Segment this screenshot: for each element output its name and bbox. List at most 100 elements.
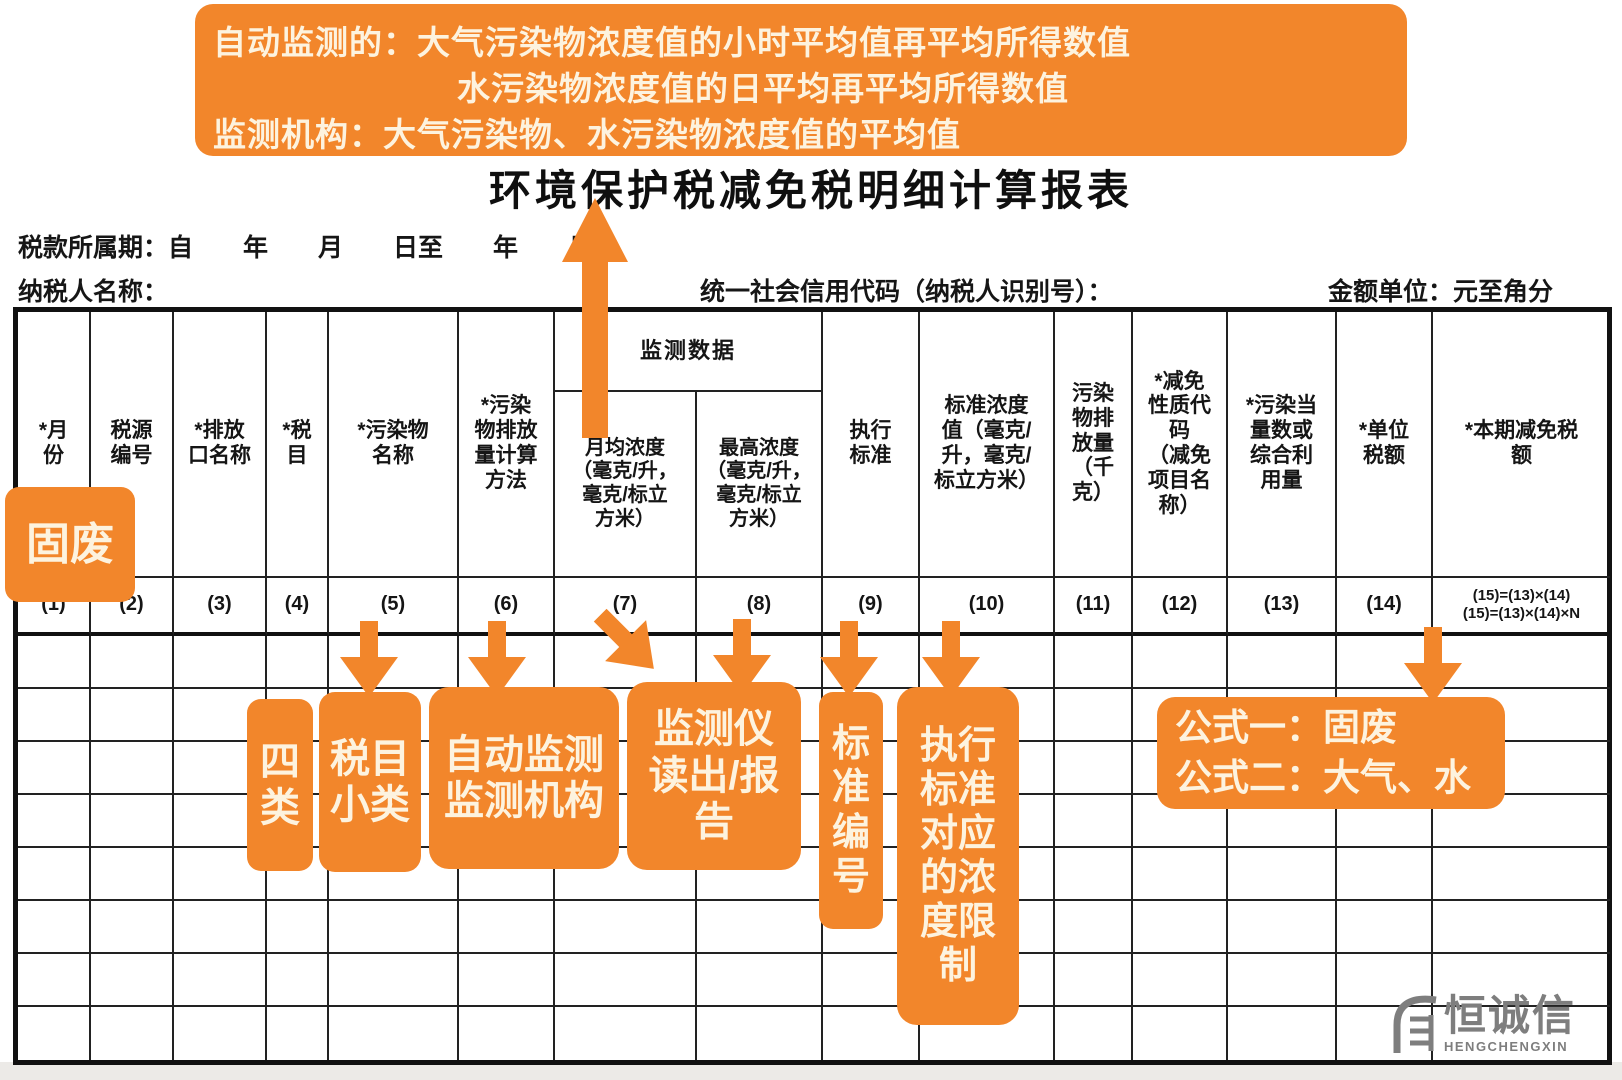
data-cell: [1337, 901, 1433, 954]
data-cell: [1433, 689, 1610, 742]
annotation-banner: 自动监测的：大气污染物浓度值的小时平均值再平均所得数值 水污染物浓度值的日平均再…: [195, 4, 1407, 156]
banner-line: 水污染物浓度值的日平均再平均所得数值: [457, 70, 1069, 107]
data-cell: [18, 689, 91, 742]
watermark-name: 恒诚信: [1444, 991, 1577, 1039]
data-cell: [1133, 1007, 1228, 1060]
data-cell: [267, 636, 329, 689]
data-cell: [459, 901, 555, 954]
page-bottom-strip: [0, 1062, 1622, 1080]
down-arrow-icon: [922, 621, 980, 697]
data-cell: [1433, 742, 1610, 795]
data-cell: [1337, 954, 1433, 1007]
col-header-cell: *污染 物排放 量计算 方法: [459, 312, 555, 578]
col-number-cell: (6): [459, 578, 555, 636]
col-number-cell: (10): [920, 578, 1055, 636]
page-title: 环境保护税减免税明细计算报表: [488, 167, 1133, 214]
data-cell: [823, 636, 920, 689]
data-cell: [174, 901, 267, 954]
data-cell: [1337, 795, 1433, 848]
data-cell: [1055, 901, 1133, 954]
field-amount-unit: 金额单位：元至角分: [1328, 278, 1554, 306]
col-header-cell: *本期减免税 额: [1433, 312, 1610, 578]
data-cell: [555, 848, 697, 901]
col-number-cell: (15)=(13)×(14) (15)=(13)×(14)×N: [1433, 578, 1610, 636]
col-number-cell: (11): [1055, 578, 1133, 636]
data-cell: [91, 901, 174, 954]
data-cell: [329, 1007, 459, 1060]
data-cell: [174, 1007, 267, 1060]
banner-line: 自动监测的：大气污染物浓度值的小时平均值再平均所得数值: [213, 24, 1131, 61]
data-cell: [1133, 848, 1228, 901]
col-number-cell: (3): [174, 578, 267, 636]
col-header-cell: *减免 性质代 码 （减免 项目名 称）: [1133, 312, 1228, 578]
callout-formulas: 公式一：固废 公式二：大气、水: [1157, 697, 1505, 809]
data-cell: [174, 848, 267, 901]
data-cell: [1055, 795, 1133, 848]
callout-standard-limit: 执行 标准 对应 的浓 度限 制: [897, 687, 1019, 1025]
data-cell: [18, 848, 91, 901]
data-cell: [1433, 954, 1610, 1007]
callout-four-types: 四 类: [247, 699, 313, 871]
data-cell: [329, 901, 459, 954]
col-header-cell: *污染当 量数或 综合利 用量: [1228, 312, 1337, 578]
col-header-cell: 月均浓度 （毫克/升， 毫克/标立 方米）: [555, 392, 697, 578]
data-cell: [91, 795, 174, 848]
col-number-cell: (9): [823, 578, 920, 636]
down-arrow-icon: [713, 619, 771, 695]
col-header-cell: 污染 物排 放量 （千 克）: [1055, 312, 1133, 578]
data-cell: [267, 901, 329, 954]
data-cell: [1433, 848, 1610, 901]
data-cell: [1228, 848, 1337, 901]
data-cell: [1228, 901, 1337, 954]
col-header-cell: 最高浓度 （毫克/升， 毫克/标立 方米）: [697, 392, 823, 578]
data-cell: [1055, 689, 1133, 742]
data-cell: [91, 848, 174, 901]
data-cell: [1055, 954, 1133, 1007]
data-cell: [91, 1007, 174, 1060]
data-cell: [18, 1007, 91, 1060]
data-cell: [1228, 795, 1337, 848]
col-header-cell: *污染物 名称: [329, 312, 459, 578]
data-cell: [91, 689, 174, 742]
data-cell: [1055, 848, 1133, 901]
data-cell: [1133, 901, 1228, 954]
watermark-sub: HENGCHENGXIN: [1444, 1038, 1569, 1054]
down-arrow-icon: [1404, 627, 1462, 703]
callout-monitor-readout: 监测仪 读出/报 告: [627, 682, 801, 870]
col-number-cell: (12): [1133, 578, 1228, 636]
data-cell: [174, 954, 267, 1007]
watermark: 恒诚信 HENGCHENGXIN: [1390, 993, 1576, 1055]
data-cell: [1055, 1007, 1133, 1060]
data-cell: [459, 848, 555, 901]
data-cell: [329, 848, 459, 901]
col-number-cell: (5): [329, 578, 459, 636]
data-cell: [1433, 795, 1610, 848]
data-cell: [555, 1007, 697, 1060]
data-cell: [920, 1007, 1055, 1060]
data-cell: [1433, 636, 1610, 689]
callout-tax-subcategory: 税目 小类: [319, 692, 421, 872]
col-header-cell: *税 目: [267, 312, 329, 578]
data-cell: [91, 742, 174, 795]
data-cell: [1055, 636, 1133, 689]
data-cell: [91, 636, 174, 689]
data-cell: [174, 636, 267, 689]
col-number-cell: (4): [267, 578, 329, 636]
callout-standard-number: 标 准 编 号: [819, 692, 883, 929]
data-cell: [555, 954, 697, 1007]
data-cell: [267, 848, 329, 901]
data-cell: [329, 636, 459, 689]
data-cell: [697, 901, 823, 954]
data-cell: [459, 954, 555, 1007]
col-number-cell: (8): [697, 578, 823, 636]
col-number-cell: (13): [1228, 578, 1337, 636]
col-header-cell: *排放 口名称: [174, 312, 267, 578]
data-cell: [1228, 636, 1337, 689]
data-cell: [1228, 954, 1337, 1007]
data-cell: [1337, 848, 1433, 901]
data-cell: [697, 1007, 823, 1060]
data-cell: [267, 1007, 329, 1060]
big-up-arrow-icon: [562, 198, 628, 438]
diagonal-arrow-icon: [580, 595, 675, 690]
data-cell: [91, 954, 174, 1007]
